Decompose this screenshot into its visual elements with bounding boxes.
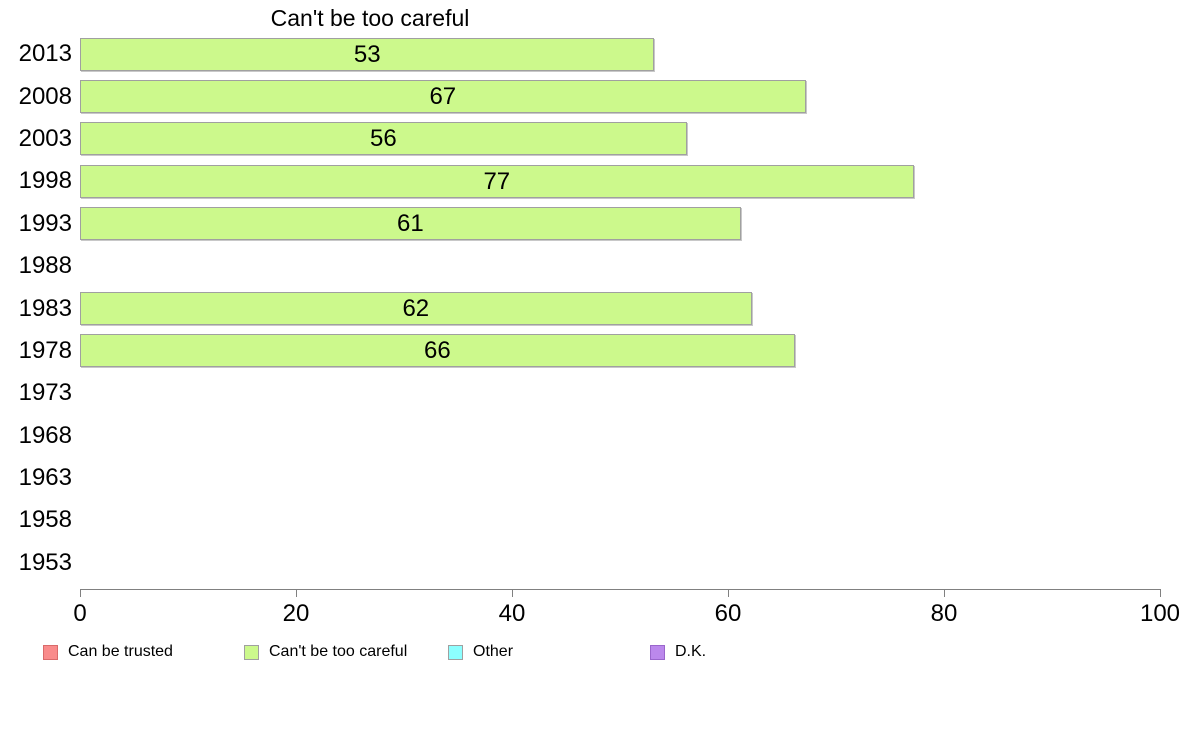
bar-value-label: 61 bbox=[397, 210, 424, 238]
plot-area: 2013 53 2008 67 2003 56 1998 77 1993 61 1988 1983 62… bbox=[0, 33, 1188, 584]
chart-row: 1993 61 bbox=[0, 203, 1188, 245]
chart-title: Can't be too careful bbox=[270, 5, 470, 31]
x-axis-tick bbox=[1160, 589, 1161, 597]
legend: Can be trusted Can't be too careful Other D… bbox=[0, 643, 1188, 667]
legend-item: Can't be too careful bbox=[244, 643, 407, 661]
x-axis-tick bbox=[80, 589, 81, 597]
y-axis-label: 1953 bbox=[18, 548, 72, 576]
legend-label: D.K. bbox=[675, 643, 707, 660]
x-axis-tick bbox=[728, 589, 729, 597]
y-axis-label: 1973 bbox=[18, 379, 72, 407]
x-axis-line bbox=[80, 589, 1161, 590]
chart-row: 2013 53 bbox=[0, 33, 1188, 75]
legend-label: Other bbox=[473, 643, 514, 660]
bar: 61 bbox=[80, 207, 741, 241]
legend-label: Can't be too careful bbox=[269, 643, 408, 660]
legend-label: Can be trusted bbox=[68, 643, 173, 660]
chart-row: 1963 bbox=[0, 457, 1188, 499]
chart-row: 2008 67 bbox=[0, 75, 1188, 117]
chart-row: 1978 66 bbox=[0, 330, 1188, 372]
y-axis-label: 1988 bbox=[18, 252, 72, 280]
chart-row: 1988 bbox=[0, 245, 1188, 287]
legend-swatch bbox=[43, 644, 58, 660]
x-axis-tick-label: 0 bbox=[73, 600, 87, 627]
bar-value-label: 56 bbox=[370, 125, 397, 153]
chart-row: 1958 bbox=[0, 499, 1188, 541]
x-axis-tick-label: 80 bbox=[930, 600, 958, 627]
y-axis-label: 1958 bbox=[18, 506, 72, 534]
chart-row: 1998 77 bbox=[0, 160, 1188, 202]
bar: 56 bbox=[80, 122, 687, 156]
y-axis-label: 1993 bbox=[18, 209, 72, 237]
chart-row: 1968 bbox=[0, 415, 1188, 457]
chart-row: 2003 56 bbox=[0, 118, 1188, 160]
x-axis-tick bbox=[296, 589, 297, 597]
x-axis-tick bbox=[944, 589, 945, 597]
x-axis-tick-label: 40 bbox=[498, 600, 526, 627]
legend-item: D.K. bbox=[650, 643, 706, 661]
legend-item: Can be trusted bbox=[43, 643, 173, 661]
bar-value-label: 66 bbox=[424, 337, 451, 365]
bar-value-label: 53 bbox=[353, 40, 381, 68]
x-axis-tick-label: 100 bbox=[1139, 600, 1181, 627]
chart-row: 1983 62 bbox=[0, 287, 1188, 329]
x-axis-tick bbox=[512, 589, 513, 597]
chart-row: 1953 bbox=[0, 542, 1188, 584]
chart-row: 1973 bbox=[0, 372, 1188, 414]
y-axis-label: 2013 bbox=[18, 40, 72, 68]
bar: 67 bbox=[80, 80, 806, 114]
bar-value-label: 77 bbox=[483, 167, 511, 195]
bar-value-label: 67 bbox=[429, 83, 457, 111]
y-axis-label: 1978 bbox=[18, 336, 72, 364]
legend-swatch bbox=[650, 644, 665, 660]
y-axis-label: 2003 bbox=[18, 124, 72, 152]
legend-swatch bbox=[448, 644, 463, 660]
x-axis-tick-label: 20 bbox=[282, 600, 310, 627]
x-axis-tick-label: 60 bbox=[714, 600, 742, 627]
bar: 53 bbox=[80, 37, 655, 71]
bar-value-label: 62 bbox=[402, 295, 430, 323]
y-axis-label: 2008 bbox=[18, 82, 72, 110]
y-axis-label: 1998 bbox=[18, 167, 72, 195]
y-axis-label: 1963 bbox=[18, 464, 72, 492]
bar: 77 bbox=[80, 164, 914, 198]
y-axis-label: 1968 bbox=[18, 421, 72, 449]
legend-item: Other bbox=[448, 643, 513, 661]
bar: 62 bbox=[80, 292, 752, 326]
bar: 66 bbox=[80, 334, 795, 368]
y-axis-label: 1983 bbox=[18, 294, 72, 322]
legend-swatch bbox=[244, 644, 259, 660]
